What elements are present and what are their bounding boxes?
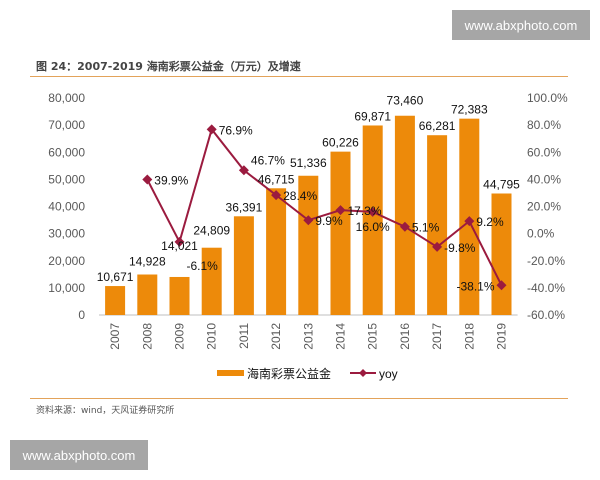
bar-data-label: 24,809 [193,224,230,238]
bar-data-label: 60,226 [322,136,359,150]
yoy-data-label: -6.1% [187,259,219,273]
bar-data-label: 14,928 [129,255,166,269]
yoy-data-label: 76.9% [219,123,253,137]
bar-data-label: 14,021 [161,239,198,253]
right-axis-tick: -40.0% [527,281,565,295]
bar [427,135,448,315]
yoy-marker [303,215,314,226]
yoy-data-label: 16.0% [356,220,390,234]
x-axis-tick: 2018 [462,323,476,350]
bar [105,286,126,315]
x-axis-tick: 2017 [430,323,444,350]
yoy-data-label: 28.4% [283,189,317,203]
bar-data-label: 73,460 [387,94,424,108]
yoy-marker [399,221,410,232]
bar [298,175,319,315]
bar [394,115,415,315]
right-axis-tick: 20.0% [527,200,561,214]
x-axis-tick: 2012 [269,323,283,350]
x-axis-tick: 2008 [140,323,154,350]
yoy-data-label: 5.1% [412,221,440,235]
watermark: www.abxphoto.com [452,10,590,40]
x-axis-tick: 2009 [173,323,187,350]
right-axis-tick: -20.0% [527,254,565,268]
bar [233,216,254,315]
right-axis-tick: 40.0% [527,172,561,186]
bar [491,193,512,315]
yoy-marker [206,124,217,135]
yoy-marker [142,174,153,185]
yoy-marker [335,205,346,216]
bar-data-label: 44,795 [483,177,520,191]
right-axis-tick: 100.0% [527,91,568,105]
bar-data-label: 46,715 [258,172,295,186]
legend-label: yoy [379,367,398,381]
bar-data-label: 51,336 [290,156,327,170]
bar [137,274,158,315]
yoy-marker [464,216,475,227]
title-divider [30,76,568,77]
yoy-data-label: 9.9% [315,214,343,228]
bar-data-label: 66,281 [419,119,456,133]
yoy-marker [271,190,282,201]
watermark: www.abxphoto.com [10,440,148,470]
legend-swatch-bar [217,370,244,376]
bar [169,276,190,315]
x-axis-tick: 2013 [301,323,315,350]
legend-marker [359,369,367,377]
x-axis-tick: 2019 [495,323,509,350]
yoy-marker [432,241,443,252]
bar [362,125,383,315]
left-axis-tick: 20,000 [48,254,85,268]
left-axis-tick: 0 [78,308,85,322]
right-axis-tick: -60.0% [527,308,565,322]
yoy-data-label: 46.7% [251,153,285,167]
bar [266,188,287,315]
right-axis-tick: 80.0% [527,118,561,132]
left-axis-tick: 80,000 [48,91,85,105]
right-axis-tick: 0.0% [527,227,555,241]
x-axis-tick: 2007 [108,323,122,350]
figure-title: 图 24：2007-2019 海南彩票公益金（万元）及增速 [36,60,301,73]
x-axis-tick: 2014 [334,323,348,350]
yoy-marker [496,280,507,291]
bar-data-label: 72,383 [451,103,488,117]
x-axis-tick: 2016 [398,323,412,350]
yoy-data-label: -9.8% [444,241,476,255]
bar-data-label: 10,671 [97,270,134,284]
yoy-line [146,127,503,286]
bar [201,247,222,315]
left-axis-tick: 60,000 [48,145,85,159]
bar [330,151,351,315]
yoy-marker [174,236,185,247]
right-axis-tick: 60.0% [527,145,561,159]
yoy-data-label: 39.9% [154,174,188,188]
x-axis-tick: 2015 [366,323,380,350]
left-axis-tick: 40,000 [48,200,85,214]
left-axis-tick: 70,000 [48,118,85,132]
yoy-marker [238,165,249,176]
yoy-data-label: -38.1% [456,279,494,293]
source-note: 资料来源：wind，天风证券研究所 [36,406,175,416]
bar-data-label: 69,871 [354,109,391,123]
yoy-data-label: 17.3% [348,204,382,218]
legend-label: 海南彩票公益金 [247,366,331,381]
left-axis-tick: 10,000 [48,281,85,295]
yoy-data-label: 9.2% [476,215,504,229]
bar-data-label: 36,391 [226,200,263,214]
source-divider [30,398,568,399]
x-axis-tick: 2011 [237,323,251,349]
left-axis-tick: 50,000 [48,172,85,186]
x-axis-tick: 2010 [205,323,219,350]
yoy-marker [367,206,378,217]
left-axis-tick: 30,000 [48,227,85,241]
